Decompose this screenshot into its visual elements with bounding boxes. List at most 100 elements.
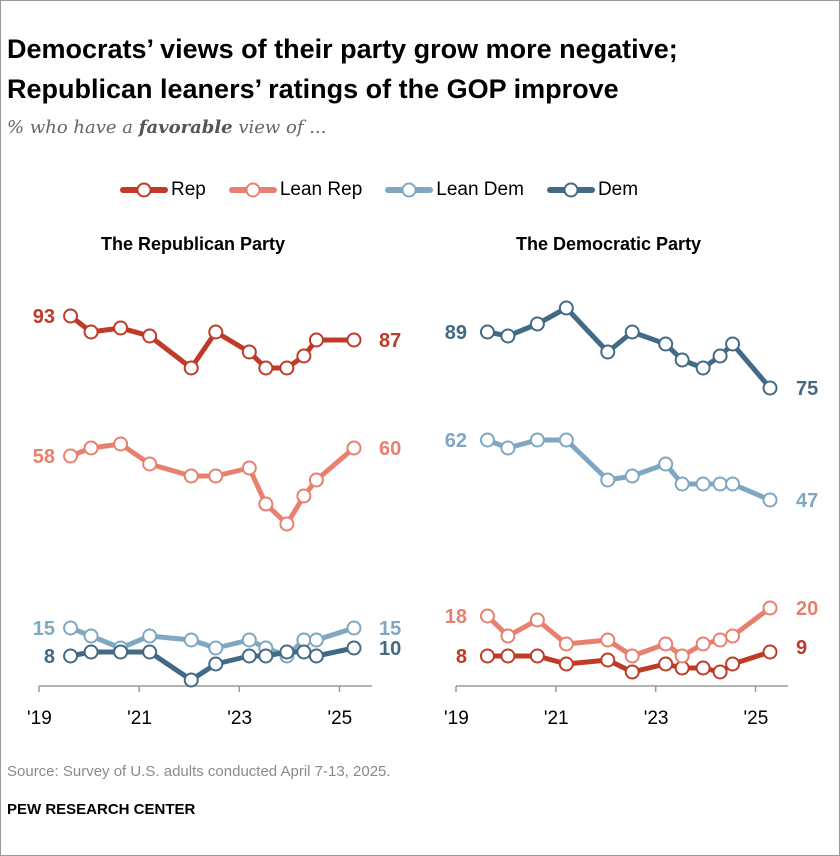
data-point [725,476,741,492]
data-point [712,664,728,680]
legend-line-marker-icon [546,182,595,198]
start-value-label: 89 [445,322,467,344]
chart-title: Democrats’ views of their party grow mor… [7,29,837,109]
data-point [346,620,362,636]
data-point [63,308,79,324]
data-point [500,328,516,344]
data-point [725,628,741,644]
x-tick-label: '21 [127,708,152,729]
start-value-label: 93 [33,306,55,328]
data-point [83,628,99,644]
x-tick-label: '23 [644,708,669,729]
data-point [500,628,516,644]
data-point [308,332,324,348]
data-point [113,644,129,660]
data-point [142,628,158,644]
x-tick-label: '19 [27,708,52,729]
data-point [712,476,728,492]
data-point [479,324,495,340]
data-point [762,380,778,396]
data-point [208,656,224,672]
data-point [479,648,495,664]
data-point [658,336,674,352]
x-tick-label: '19 [444,708,469,729]
data-point [279,360,295,376]
data-point [183,468,199,484]
legend-line-marker-icon [228,182,277,198]
data-point [241,344,257,360]
legend-line-marker-icon [385,182,434,198]
legend-label: Lean Dem [436,179,524,200]
data-point [558,656,574,672]
data-point [624,648,640,664]
series-lean-dem: 62 47 [445,430,819,512]
data-point [63,448,79,464]
data-point [208,324,224,340]
data-point [83,644,99,660]
data-point [558,432,574,448]
data-point [479,432,495,448]
data-point [208,468,224,484]
data-point [695,360,711,376]
source-note: Source: Survey of U.S. adults conducted … [7,763,391,780]
data-point [346,640,362,656]
chart-subtitle: % who have a favorable view of ... [7,117,326,138]
legend-line-marker-icon [120,182,168,198]
legend-label: Lean Rep [279,179,363,200]
data-point [258,360,274,376]
data-point [624,664,640,680]
data-point [241,648,257,664]
legend-label: Dem [597,179,639,200]
data-point [83,440,99,456]
data-point [712,348,728,364]
data-point [725,656,741,672]
data-point [142,328,158,344]
data-point [529,432,545,448]
data-point [558,636,574,652]
title-line-2: Republican leaners’ ratings of the GOP i… [7,74,619,104]
data-point [674,476,690,492]
data-point [695,476,711,492]
data-point [762,492,778,508]
end-value-label: 15 [379,618,401,640]
data-point [142,644,158,660]
legend-item-dem: Dem [546,179,638,201]
data-point [346,440,362,456]
data-point [241,632,257,648]
data-point [183,672,199,688]
x-tick-label: '25 [744,708,769,729]
start-value-label: 15 [33,618,55,640]
end-value-label: 20 [796,598,818,620]
legend-item-rep: Rep [119,179,206,201]
data-point [113,320,129,336]
end-value-label: 10 [379,638,401,660]
data-point [600,652,616,668]
data-point [308,472,324,488]
data-point [762,600,778,616]
series-dem: 89 75 [445,300,818,400]
data-point [183,632,199,648]
data-point [208,640,224,656]
data-point [529,612,545,628]
data-point [258,496,274,512]
series-lean-dem: 15 15 [33,618,401,664]
series-rep: 93 87 [33,306,401,376]
data-point [279,516,295,532]
data-point [113,436,129,452]
legend-item-lean-rep: Lean Rep [228,179,362,201]
data-point [258,648,274,664]
data-point [279,644,295,660]
data-point [308,648,324,664]
data-point [624,468,640,484]
end-value-label: 87 [379,330,401,352]
start-value-label: 58 [33,446,55,468]
data-point [142,456,158,472]
data-point [296,348,312,364]
data-point [63,648,79,664]
data-point [712,632,728,648]
panel-title-republican: The Republican Party [101,234,286,254]
data-point [600,472,616,488]
